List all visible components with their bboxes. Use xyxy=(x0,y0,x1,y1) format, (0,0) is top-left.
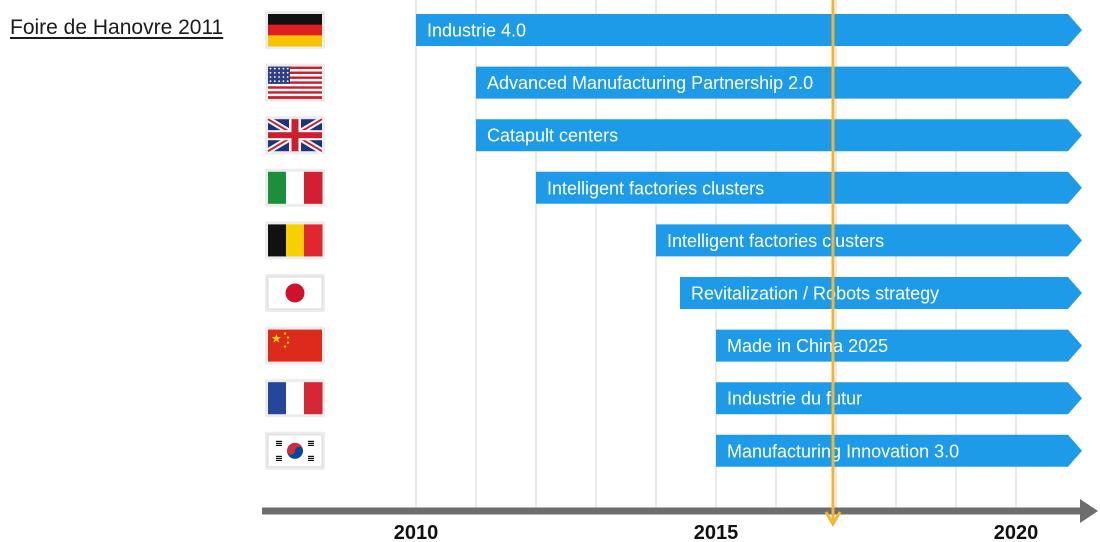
x-tick-label: 2010 xyxy=(394,522,439,542)
germany-flag xyxy=(265,11,325,49)
initiative-bar: Advanced Manufacturing Partnership 2.0 xyxy=(476,66,1082,99)
chart-title: Foire de Hanovre 2011 xyxy=(10,16,224,39)
japan-flag xyxy=(265,274,325,312)
bar-label: Revitalization / Robots strategy xyxy=(691,284,939,304)
bar-label: Manufacturing Innovation 3.0 xyxy=(727,441,959,461)
country-flags: ★ xyxy=(265,11,325,470)
usa-flag xyxy=(265,63,325,102)
korea-flag xyxy=(265,431,325,470)
svg-text:★: ★ xyxy=(271,332,282,346)
bar-label: Industrie du futur xyxy=(727,389,862,409)
bar-label: Made in China 2025 xyxy=(727,336,888,356)
axis-arrow-icon xyxy=(1080,499,1098,523)
initiative-bar: Manufacturing Innovation 3.0 xyxy=(716,434,1082,467)
france-flag xyxy=(265,379,325,418)
initiative-bar: Made in China 2025 xyxy=(716,329,1082,362)
x-tick-label: 2020 xyxy=(994,522,1039,542)
bar-shape xyxy=(716,434,1082,467)
initiative-bar: Catapult centers xyxy=(476,119,1082,152)
x-tick-label: 2015 xyxy=(694,522,739,542)
initiative-bars: Industrie 4.0 Advanced Manufacturing Part… xyxy=(416,14,1082,467)
italy-flag xyxy=(265,168,325,207)
bar-label: Intelligent factories clusters xyxy=(667,231,884,251)
bar-label: Industrie 4.0 xyxy=(427,21,526,41)
bar-shape xyxy=(416,14,1082,46)
bar-shape xyxy=(476,119,1082,152)
marker-arrow-icon xyxy=(824,511,842,527)
bar-label: Intelligent factories clusters xyxy=(547,178,764,198)
time-axis: 2010 2015 2020 xyxy=(262,499,1098,542)
initiative-bar: Industrie du futur xyxy=(716,382,1082,415)
bar-shape xyxy=(476,66,1082,99)
belgium-flag xyxy=(265,221,325,260)
bar-shape xyxy=(716,329,1082,362)
bar-shape xyxy=(656,224,1082,257)
initiative-bar: Intelligent factories clusters xyxy=(656,224,1082,257)
uk-flag xyxy=(265,116,325,155)
initiative-bar: Industrie 4.0 xyxy=(416,14,1082,46)
bar-label: Advanced Manufacturing Partnership 2.0 xyxy=(487,73,813,93)
initiative-bar: Intelligent factories clusters xyxy=(536,171,1082,204)
bar-shape xyxy=(536,171,1082,204)
bar-shape xyxy=(716,382,1082,415)
china-flag: ★ xyxy=(265,326,325,365)
bar-label: Catapult centers xyxy=(487,126,618,146)
current-year-marker xyxy=(824,0,842,527)
bar-shape xyxy=(680,277,1082,309)
initiative-bar: Revitalization / Robots strategy xyxy=(680,277,1082,309)
